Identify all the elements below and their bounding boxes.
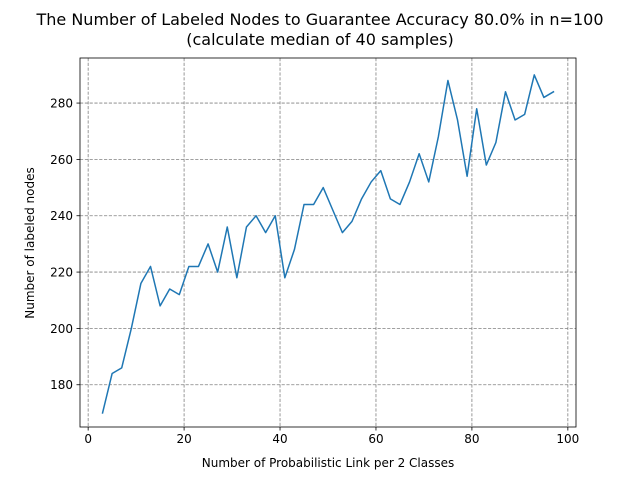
y-axis-label: Number of labeled nodes — [23, 167, 37, 318]
tick-layer: 0 20 40 60 80 100 180 200 220 240 260 280 — [50, 97, 579, 446]
chart-title-line1: The Number of Labeled Nodes to Guarantee… — [35, 10, 603, 29]
x-axis-label: Number of Probabilistic Link per 2 Class… — [202, 456, 455, 470]
x-tick-label: 20 — [176, 432, 191, 446]
y-tick-label: 180 — [50, 378, 73, 392]
grid-layer — [80, 58, 576, 427]
y-tick-label: 200 — [50, 322, 73, 336]
y-tick-label: 240 — [50, 209, 73, 223]
chart-title-line2: (calculate median of 40 samples) — [186, 30, 453, 49]
series-layer — [101, 74, 555, 414]
x-tick-label: 80 — [464, 432, 479, 446]
y-tick-label: 220 — [50, 266, 73, 280]
y-tick-label: 280 — [50, 97, 73, 111]
x-tick-label: 40 — [272, 432, 287, 446]
x-tick-label: 100 — [556, 432, 579, 446]
series-line — [101, 74, 555, 414]
x-tick-label: 0 — [84, 432, 92, 446]
y-tick-label: 260 — [50, 153, 73, 167]
x-tick-label: 60 — [368, 432, 383, 446]
plot-frame — [79, 57, 577, 428]
